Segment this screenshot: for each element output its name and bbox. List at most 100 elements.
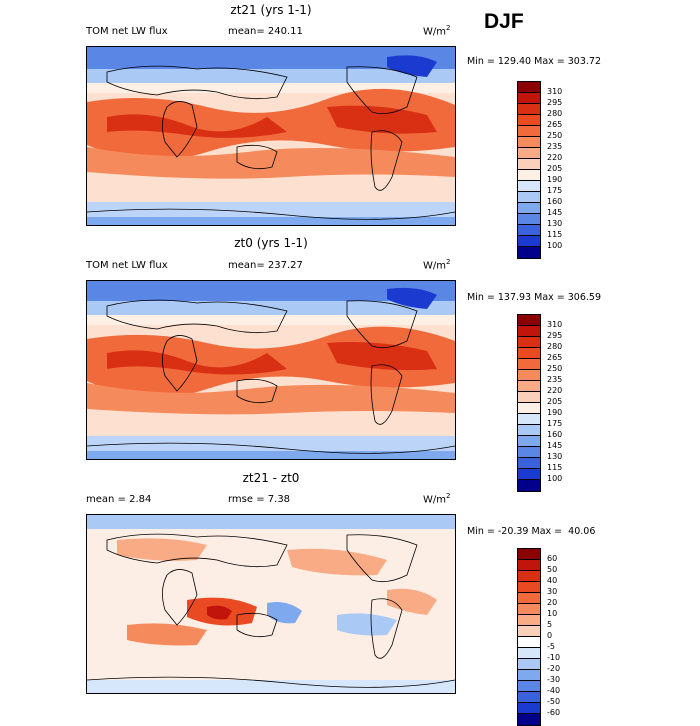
colorbar-tick-label: 40 [547,576,558,585]
colorbar-segment [518,670,540,681]
panel-1-map [86,46,456,226]
panel-1-units: W/m2 [423,24,451,38]
colorbar-tick-label: 5 [547,620,553,629]
colorbar-segment [518,181,540,192]
colorbar-segment [518,681,540,692]
colorbar-segment [518,703,540,714]
colorbar-tick-label: 130 [547,219,563,228]
colorbar-tick-label: 160 [547,197,563,206]
colorbar-segment [518,315,540,326]
colorbar-tick-label: 145 [547,441,563,450]
colorbar-tick-label: 205 [547,397,563,406]
colorbar-segment [518,458,540,469]
colorbar-tick-label: 115 [547,463,563,472]
colorbar-tick-label: 50 [547,565,558,574]
colorbar-tick-label: 0 [547,631,553,640]
panel-1-minmax: Min = 129.40 Max = 303.72 [467,56,601,67]
colorbar-segment [518,549,540,560]
panel-2-title: zt0 (yrs 1-1) [234,236,308,250]
panel-3-title: zt21 - zt0 [242,471,300,485]
colorbar-tick-label: 175 [547,419,563,428]
colorbar-segment [518,203,540,214]
colorbar-tick-label: 220 [547,153,563,162]
colorbar-segment [518,337,540,348]
colorbar-tick-label: -30 [547,675,561,684]
colorbar-tick-label: 295 [547,98,563,107]
panel-2-colorbar-ticks: 310 295 280 265 250 235 220 205 190 175 160 145 130 1… [547,319,562,484]
colorbar-segment [518,170,540,181]
colorbar-tick-label: 265 [547,353,563,362]
panel-3-colorbar [517,548,541,726]
colorbar-segment [518,414,540,425]
colorbar-tick-label: -10 [547,653,561,662]
colorbar-segment [518,626,540,637]
colorbar-tick-label: 145 [547,208,563,217]
colorbar-tick-label: 60 [547,554,558,563]
colorbar-segment [518,104,540,115]
colorbar-segment [518,159,540,170]
colorbar-tick-label: 190 [547,408,563,417]
panel-2-map [86,280,456,460]
colorbar-segment [518,214,540,225]
panel-3-mean-label: mean = 2.84 [86,494,152,505]
colorbar-segment [518,637,540,648]
colorbar-tick-label: 160 [547,430,563,439]
colorbar-segment [518,714,540,725]
colorbar-tick-label: 10 [547,609,558,618]
colorbar-segment [518,593,540,604]
colorbar-segment [518,392,540,403]
colorbar-tick-label: -5 [547,642,555,651]
colorbar-segment [518,126,540,137]
colorbar-segment [518,137,540,148]
colorbar-tick-label: 250 [547,131,563,140]
colorbar-tick-label: 295 [547,331,563,340]
colorbar-segment [518,403,540,414]
panel-1-colorbar [517,81,541,259]
colorbar-tick-label: 190 [547,175,563,184]
panel-3-map [86,514,456,694]
panel-1-title: zt21 (yrs 1-1) [230,3,312,17]
panel-2-mean-label: mean= 237.27 [228,260,303,271]
colorbar-segment [518,447,540,458]
colorbar-segment [518,582,540,593]
colorbar-tick-label: 30 [547,587,558,596]
panel-3-minmax: Min = -20.39 Max = 40.06 [467,526,596,537]
colorbar-segment [518,326,540,337]
panel-3-rmse-label: rmse = 7.38 [228,494,291,505]
colorbar-tick-label: 235 [547,375,563,384]
season-label: DJF [484,10,524,33]
colorbar-tick-label: 115 [547,230,563,239]
colorbar-segment [518,692,540,703]
colorbar-segment [518,560,540,571]
colorbar-tick-label: 265 [547,120,563,129]
colorbar-segment [518,115,540,126]
panel-3-units: W/m2 [423,492,451,506]
colorbar-segment [518,348,540,359]
colorbar-tick-label: 100 [547,241,563,250]
panel-2-minmax: Min = 137.93 Max = 306.59 [467,292,601,303]
colorbar-segment [518,648,540,659]
colorbar-tick-label: 310 [547,87,563,96]
colorbar-tick-label: -40 [547,686,561,695]
colorbar-tick-label: 280 [547,109,563,118]
colorbar-segment [518,615,540,626]
colorbar-segment [518,571,540,582]
colorbar-segment [518,359,540,370]
colorbar-tick-label: 130 [547,452,563,461]
colorbar-tick-label: 100 [547,474,563,483]
colorbar-segment [518,425,540,436]
colorbar-tick-label: -50 [547,697,561,706]
colorbar-segment [518,192,540,203]
panel-3-colorbar-ticks: 60 50 40 30 20 10 5 0 -5 -10 -20 -30 -40 -50 -60 [547,553,560,718]
colorbar-segment [518,370,540,381]
colorbar-segment [518,381,540,392]
panel-2-units: W/m2 [423,258,451,272]
colorbar-tick-label: -60 [547,708,561,717]
panel-1-variable-label: TOM net LW flux [86,26,168,37]
colorbar-segment [518,148,540,159]
colorbar-segment [518,225,540,236]
colorbar-tick-label: 250 [547,364,563,373]
colorbar-tick-label: 220 [547,386,563,395]
colorbar-tick-label: 310 [547,320,563,329]
colorbar-tick-label: 235 [547,142,563,151]
